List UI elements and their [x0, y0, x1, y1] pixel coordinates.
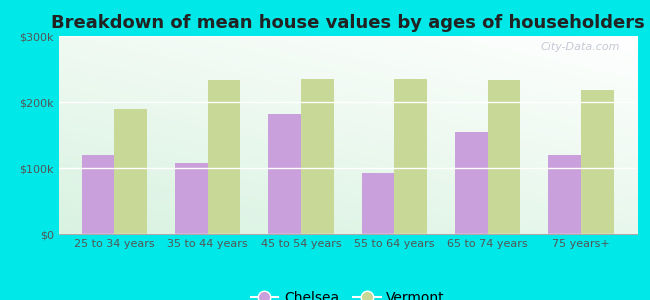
- Bar: [82, 155, 114, 234]
- Bar: [362, 172, 395, 234]
- Bar: [114, 109, 147, 234]
- Bar: [581, 90, 614, 234]
- Bar: [455, 132, 488, 234]
- Bar: [301, 79, 333, 234]
- Bar: [488, 80, 521, 234]
- Title: Breakdown of mean house values by ages of householders: Breakdown of mean house values by ages o…: [51, 14, 645, 32]
- Bar: [549, 155, 581, 234]
- Bar: [175, 164, 208, 234]
- Bar: [208, 80, 240, 234]
- Bar: [395, 79, 427, 234]
- Bar: [268, 114, 301, 234]
- Legend: Chelsea, Vermont: Chelsea, Vermont: [245, 285, 450, 300]
- Text: City-Data.com: City-Data.com: [540, 42, 619, 52]
